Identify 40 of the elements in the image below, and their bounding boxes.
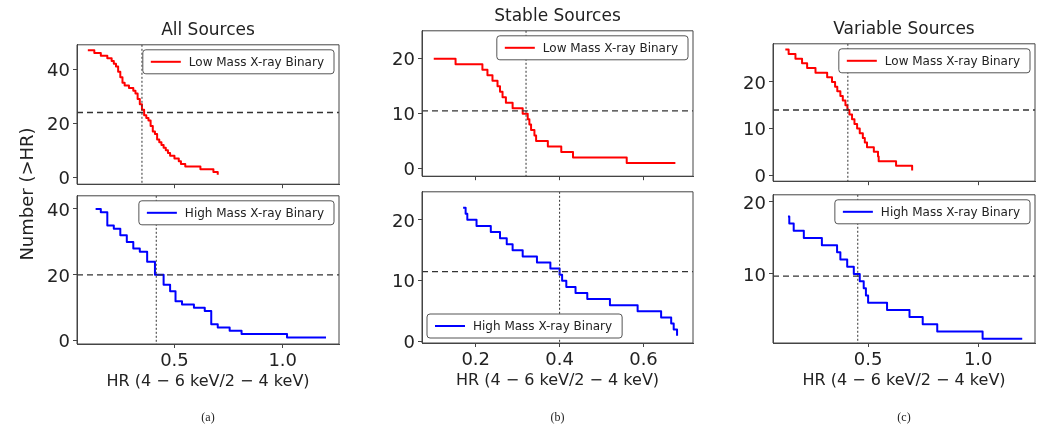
legend-label: High Mass X-ray Binary — [880, 204, 1020, 219]
x-tick-label: 1.0 — [268, 349, 298, 371]
x-tick-label: 0.6 — [629, 348, 658, 370]
y-tick-label: 0 — [754, 164, 766, 186]
x-axis-title: HR (4 − 6 keV/2 − 4 keV) — [454, 370, 661, 389]
y-tick-label: 10 — [392, 270, 415, 292]
x-tick-label: 1.0 — [963, 348, 993, 370]
x-tick-label: 0.4 — [545, 348, 574, 370]
text: (a) — [200, 410, 216, 425]
legend-label: High Mass X-ray Binary — [473, 319, 613, 334]
y-tick-label: 10 — [392, 103, 415, 125]
legend-label: Low Mass X-ray Binary — [884, 53, 1020, 68]
x-axis-title: HR (4 − 6 keV/2 − 4 keV) — [105, 371, 311, 390]
y-tick-label: 20 — [392, 48, 415, 70]
y-tick-label: 20 — [743, 191, 766, 213]
x-tick-label: 0.5 — [160, 349, 189, 371]
chart-title: Stable Sources — [493, 5, 622, 25]
y-tick-label: 20 — [743, 71, 766, 93]
y-tick-label: 10 — [743, 118, 766, 140]
y-axis-title: Number (>HR) — [16, 126, 38, 263]
text: (c) — [896, 410, 912, 425]
legend-label: Low Mass X-ray Binary — [542, 40, 678, 55]
y-tick-label: 40 — [47, 58, 70, 80]
x-axis-title: HR (4 − 6 keV/2 − 4 keV) — [801, 370, 1007, 389]
y-tick-label: 0 — [58, 330, 70, 352]
x-tick-label: 0.2 — [461, 348, 491, 370]
y-tick-label: 20 — [47, 264, 70, 286]
x-tick-label: 0.5 — [853, 348, 883, 370]
y-tick-label: 20 — [392, 209, 415, 231]
y-tick-label: 20 — [47, 112, 70, 134]
text: (b) — [549, 410, 566, 425]
chart-title: Variable Sources — [832, 18, 976, 38]
chart-title: All Sources — [160, 19, 256, 39]
y-tick-label: 10 — [743, 263, 766, 285]
legend-label: High Mass X-ray Binary — [184, 205, 324, 220]
y-tick-label: 0 — [403, 158, 415, 180]
y-tick-label: 40 — [47, 198, 70, 220]
y-tick-label: 0 — [58, 167, 70, 189]
legend-label: Low Mass X-ray Binary — [188, 54, 324, 69]
y-tick-label: 0 — [403, 331, 415, 353]
